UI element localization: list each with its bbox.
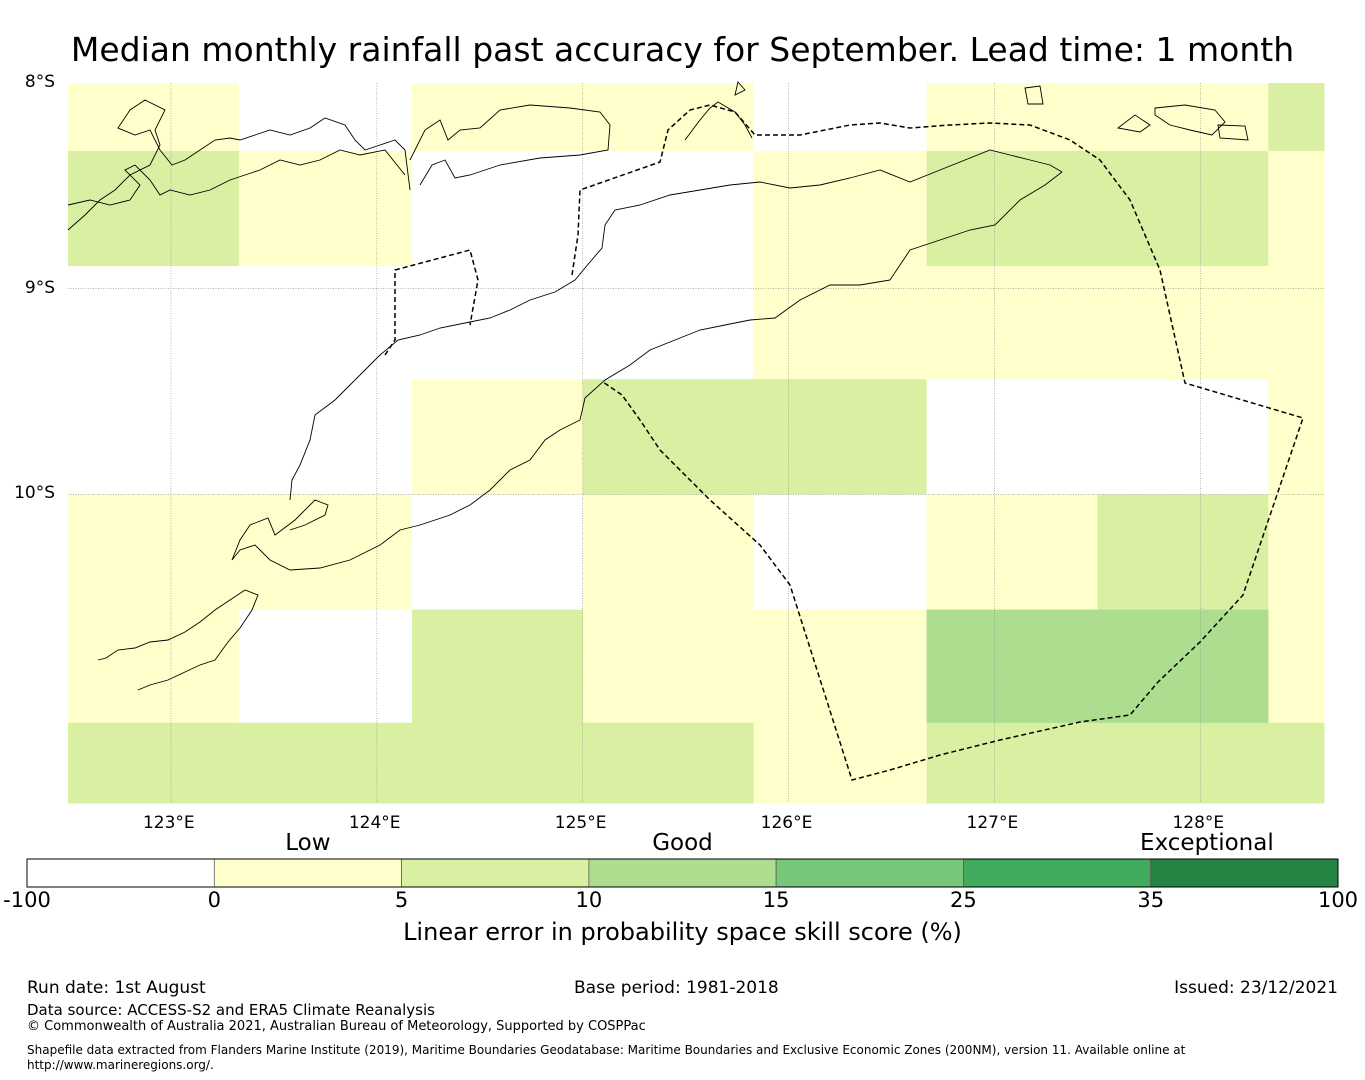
graticule	[68, 83, 1324, 803]
colorbar-segment	[213, 858, 402, 888]
longitude-label: 124°E	[348, 813, 401, 833]
coastline-timor-south	[231, 171, 1063, 571]
colorbar-segment	[401, 858, 590, 888]
colorbar-tick-label: 35	[1137, 888, 1165, 912]
grid-cell	[582, 609, 928, 724]
colorbar-frame	[26, 858, 1339, 888]
colorbar	[26, 858, 1339, 888]
copyright: © Commonwealth of Australia 2021, Austra…	[27, 1019, 646, 1034]
grid-cell	[753, 722, 928, 804]
longitude-label: 126°E	[760, 813, 813, 833]
issued-date: Issued: 23/12/2021	[1174, 978, 1338, 998]
colorbar-tick-label: 25	[950, 888, 977, 912]
grid-cell	[753, 83, 928, 152]
grid-cell	[926, 609, 1269, 724]
coastline-alor	[409, 104, 611, 186]
latitude-label: 9°S	[24, 277, 55, 298]
colorbar-category-label: Low	[285, 830, 331, 856]
grid-cell	[68, 379, 413, 495]
boundary-north-eez	[384, 249, 479, 356]
run-date: Run date: 1st August	[27, 978, 206, 998]
coastline-flores-segment	[67, 99, 411, 231]
grid-cell	[926, 494, 1098, 611]
grid-cell	[68, 150, 240, 267]
colorbar-tick-label: 15	[762, 888, 790, 912]
colorbar-segment	[1150, 858, 1339, 888]
colorbar-category-label: Good	[652, 830, 713, 856]
grid-cell	[1268, 83, 1325, 152]
grid-cell	[926, 379, 1269, 495]
coastline-wetar	[684, 101, 753, 141]
grid-cell	[411, 379, 584, 495]
colorbar-tick-label: 10	[575, 888, 603, 912]
longitude-label: 127°E	[966, 813, 1019, 833]
grid-cell	[1268, 494, 1325, 611]
colorbar-tick-label: 100	[1317, 888, 1359, 912]
grid-cell	[238, 83, 413, 152]
longitude-label: 125°E	[554, 813, 607, 833]
coastline-sumba	[97, 589, 259, 691]
coastline-islet-2	[1154, 104, 1226, 136]
grid-cell	[238, 609, 413, 724]
grid-cell	[411, 609, 584, 724]
coastline-islet-3	[1116, 114, 1151, 133]
grid-cell	[926, 83, 1269, 152]
grid-cell	[411, 83, 755, 152]
coastline-timor-north	[289, 149, 1063, 501]
grid-cell	[926, 722, 1325, 804]
colorbar-tick-label: 5	[394, 888, 409, 912]
colorbar-segment	[775, 858, 964, 888]
shapefile-credit: Shapefile data extracted from Flanders M…	[27, 1043, 1186, 1057]
grid-cell	[68, 722, 755, 804]
latitude-label: 8°S	[24, 72, 55, 92]
base-period: Base period: 1981-2018	[574, 978, 779, 998]
grid-cell	[753, 150, 928, 267]
colorbar-category-label: Exceptional	[1140, 830, 1274, 856]
skill-grid-cells	[68, 83, 1325, 804]
longitude-label: 123°E	[142, 813, 195, 833]
colorbar-segment	[588, 858, 777, 888]
coastline-roti	[231, 499, 329, 561]
coastline-flores-south	[67, 149, 406, 206]
maritime-boundaries	[384, 104, 1304, 781]
grid-cell	[753, 266, 1325, 380]
colorbar-segment	[963, 858, 1152, 888]
grid-cell	[238, 150, 413, 267]
colorbar-segment	[26, 858, 215, 888]
colorbar-label: Linear error in probability space skill …	[403, 918, 962, 946]
grid-cell	[1268, 609, 1325, 724]
grid-cell	[68, 609, 240, 724]
coastline	[67, 81, 1249, 691]
grid-cell	[411, 494, 584, 611]
coastline-islet-1	[1024, 85, 1044, 105]
longitude-label: 128°E	[1172, 813, 1225, 833]
latitude-label: 10°S	[14, 483, 55, 504]
grid-cell	[582, 494, 755, 611]
grid-cell	[1268, 150, 1325, 267]
grid-cell	[926, 150, 1269, 267]
grid-cell	[582, 379, 928, 495]
shapefile-url: http://www.marineregions.org/.	[27, 1058, 214, 1072]
colorbar-tick-label: -100	[3, 888, 51, 912]
grid-cell	[753, 494, 928, 611]
colorbar-tick-label: 0	[207, 888, 221, 912]
data-source: Data source: ACCESS-S2 and ERA5 Climate …	[27, 1001, 435, 1019]
coastline-islet-4	[1217, 124, 1249, 141]
grid-cell	[68, 266, 755, 380]
coastline-islet-5	[734, 81, 746, 96]
grid-cell	[68, 494, 413, 611]
grid-cell	[1097, 494, 1269, 611]
boundary-ombai	[571, 104, 1304, 781]
grid-cell	[68, 83, 240, 152]
map-title: Median monthly rainfall past accuracy fo…	[70, 30, 1295, 69]
